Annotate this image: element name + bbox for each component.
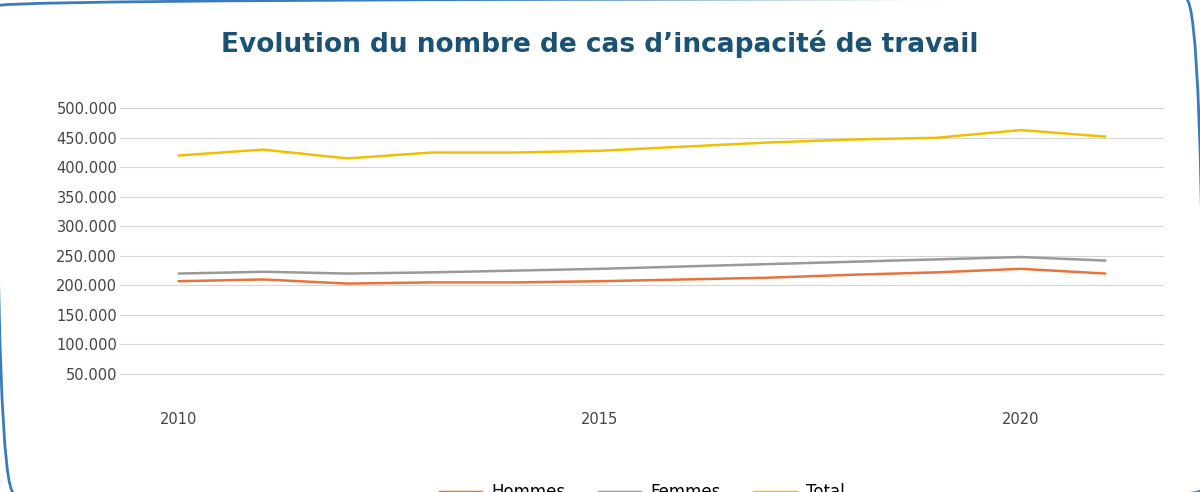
Text: Evolution du nombre de cas d’incapacité de travail: Evolution du nombre de cas d’incapacité … bbox=[221, 31, 979, 58]
Legend: Hommes, Femmes, Total: Hommes, Femmes, Total bbox=[433, 477, 851, 492]
